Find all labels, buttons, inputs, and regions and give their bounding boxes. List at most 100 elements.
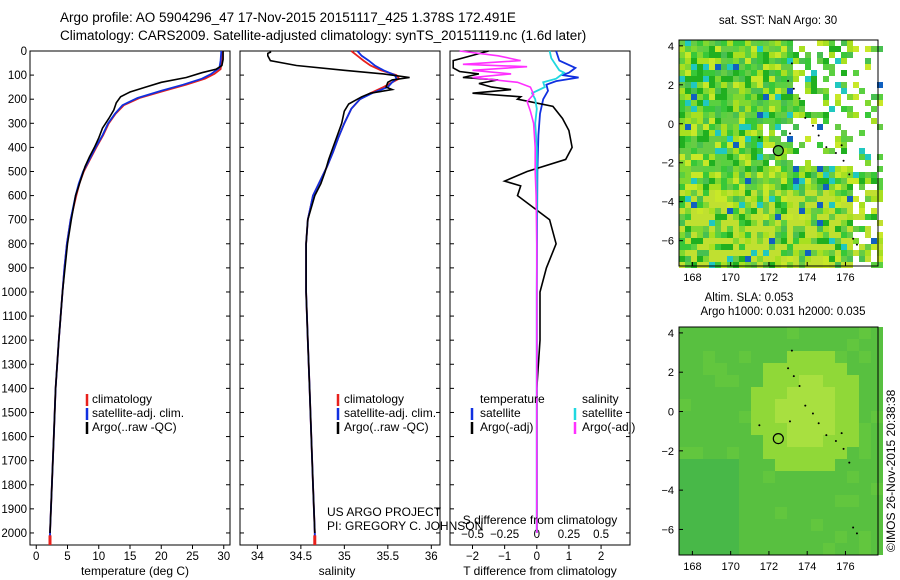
sst-cell — [697, 106, 703, 112]
sla-cell — [787, 339, 799, 351]
sst-cell — [727, 94, 733, 100]
sst-cell — [799, 226, 805, 232]
island-dot — [842, 159, 845, 162]
sst-cell — [745, 148, 751, 154]
sst-cell — [781, 112, 787, 118]
sst-cell — [847, 106, 853, 112]
sst-cell — [841, 250, 847, 256]
sst-cell — [697, 208, 703, 214]
sst-cell — [847, 166, 853, 172]
sla-cell — [823, 339, 835, 351]
sst-cell — [823, 220, 829, 226]
sst-cell — [763, 178, 769, 184]
sst-cell — [685, 238, 691, 244]
sst-cell — [871, 244, 877, 250]
sst-cell — [769, 154, 775, 160]
sst-cell — [769, 46, 775, 52]
sst-cell — [793, 262, 799, 268]
sst-cell — [769, 118, 775, 124]
sla-cell — [811, 387, 823, 399]
sst-cell — [685, 160, 691, 166]
sst-cell — [769, 136, 775, 142]
sst-cell — [811, 238, 817, 244]
sla-cell — [835, 387, 847, 399]
sst-cell — [871, 118, 877, 124]
sst-cell — [697, 196, 703, 202]
sst-cell — [781, 256, 787, 262]
sst-cell — [703, 208, 709, 214]
sst-map-frame — [678, 39, 879, 267]
sst-cell — [709, 94, 715, 100]
sst-cell — [823, 190, 829, 196]
sla-cell — [811, 435, 823, 447]
sst-cell — [691, 172, 697, 178]
sla-cell — [691, 447, 703, 459]
sst-cell — [691, 214, 697, 220]
sst-cell — [835, 94, 841, 100]
sst-cell — [733, 244, 739, 250]
legend-label-sal-argo: Argo(-adj) — [582, 420, 635, 434]
sla-cell — [835, 507, 847, 519]
sst-cell — [859, 214, 865, 220]
sst-cell — [787, 172, 793, 178]
sst-cell — [703, 178, 709, 184]
sla-cell — [847, 459, 859, 471]
sst-cell — [697, 82, 703, 88]
sst-cell — [721, 52, 727, 58]
sst-cell — [691, 142, 697, 148]
sla-cell — [847, 531, 859, 543]
sla-cell — [823, 471, 835, 483]
sst-cell — [715, 148, 721, 154]
sst-cell — [823, 262, 829, 268]
sst-cell — [775, 88, 781, 94]
sst-cell — [799, 172, 805, 178]
sst-cell — [811, 82, 817, 88]
sla-cell — [679, 507, 691, 519]
sst-cell — [733, 220, 739, 226]
sst-cell — [727, 124, 733, 130]
sst-cell — [781, 208, 787, 214]
float-location-marker — [772, 145, 784, 157]
sst-cell — [691, 88, 697, 94]
sst-cell — [721, 40, 727, 46]
sst-cell — [781, 118, 787, 124]
sst-cell — [757, 184, 763, 190]
sst-cell — [697, 202, 703, 208]
sst-cell — [721, 130, 727, 136]
sst-cell — [787, 178, 793, 184]
sst-cell — [799, 166, 805, 172]
sla-cell — [727, 471, 739, 483]
sst-cell — [817, 184, 823, 190]
sst-cell — [691, 208, 697, 214]
legend-label-sal-satellite: satellite — [582, 406, 623, 420]
sst-cell — [817, 220, 823, 226]
sst-cell — [799, 250, 805, 256]
sst-cell — [811, 118, 817, 124]
sla-cell — [679, 363, 691, 375]
sst-cell — [817, 232, 823, 238]
sst-cell — [685, 124, 691, 130]
sst-cell — [679, 172, 685, 178]
sla-cell — [835, 411, 847, 423]
sst-cell — [781, 58, 787, 64]
sst-cell — [727, 52, 733, 58]
sst-cell — [733, 202, 739, 208]
sla-cell — [847, 543, 859, 555]
sst-cell — [691, 64, 697, 70]
sst-cell — [781, 82, 787, 88]
sst-cell — [823, 76, 829, 82]
sst-cell — [763, 106, 769, 112]
sst-cell — [781, 184, 787, 190]
sst-cell — [757, 88, 763, 94]
island-dot — [804, 404, 807, 407]
sst-cell — [853, 238, 859, 244]
sst-cell — [739, 238, 745, 244]
sst-cell — [823, 208, 829, 214]
sst-cell — [799, 256, 805, 262]
sla-cell — [715, 471, 727, 483]
x-tick-label: 10 — [92, 551, 105, 563]
sst-cell — [853, 112, 859, 118]
sla-cell — [703, 435, 715, 447]
sst-cell — [739, 172, 745, 178]
x-tick-label: 5 — [64, 551, 70, 563]
